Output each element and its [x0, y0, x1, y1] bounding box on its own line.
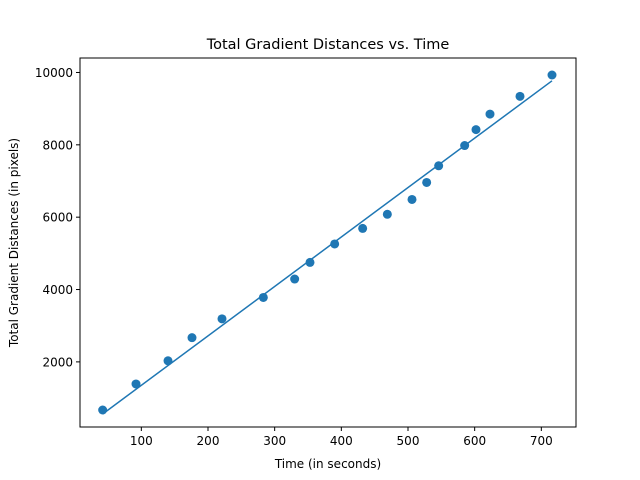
x-tick-label: 700 — [530, 434, 553, 448]
data-point — [258, 292, 268, 302]
data-point — [131, 379, 141, 389]
data-point — [305, 257, 315, 267]
x-tick-label: 300 — [263, 434, 286, 448]
data-point — [382, 209, 392, 219]
data-point — [330, 239, 340, 249]
data-point — [217, 314, 227, 324]
x-tick-label: 500 — [397, 434, 420, 448]
data-point — [422, 177, 432, 187]
data-point — [471, 125, 481, 135]
data-point — [515, 91, 525, 101]
data-point — [187, 333, 197, 343]
y-tick-label: 2000 — [42, 355, 73, 369]
y-tick-label: 8000 — [42, 138, 73, 152]
axes-frame — [79, 57, 577, 428]
x-axis-label: Time (in seconds) — [274, 457, 381, 471]
chart-title: Total Gradient Distances vs. Time — [206, 37, 450, 53]
data-point — [358, 223, 368, 233]
x-tick-label: 200 — [197, 434, 220, 448]
data-point — [98, 405, 108, 415]
plot-area — [98, 70, 557, 415]
y-tick-label: 4000 — [42, 283, 73, 297]
x-tick-label: 400 — [330, 434, 353, 448]
x-tick-label: 600 — [463, 434, 486, 448]
y-axis: 2000 4000 6000 8000 10000 — [35, 66, 80, 369]
x-axis: 100 200 300 400 500 600 700 — [130, 427, 553, 448]
data-point — [434, 161, 444, 171]
data-point — [485, 109, 495, 119]
data-point — [290, 274, 300, 284]
data-point — [163, 356, 173, 366]
y-tick-label: 6000 — [42, 211, 73, 225]
y-axis-label: Total Gradient Distances (in pixels) — [7, 138, 21, 348]
x-tick-label: 100 — [130, 434, 153, 448]
fit-line — [102, 80, 553, 415]
y-tick-label: 10000 — [35, 66, 73, 80]
data-point — [460, 141, 470, 151]
data-point — [407, 194, 417, 204]
data-point — [547, 70, 557, 80]
